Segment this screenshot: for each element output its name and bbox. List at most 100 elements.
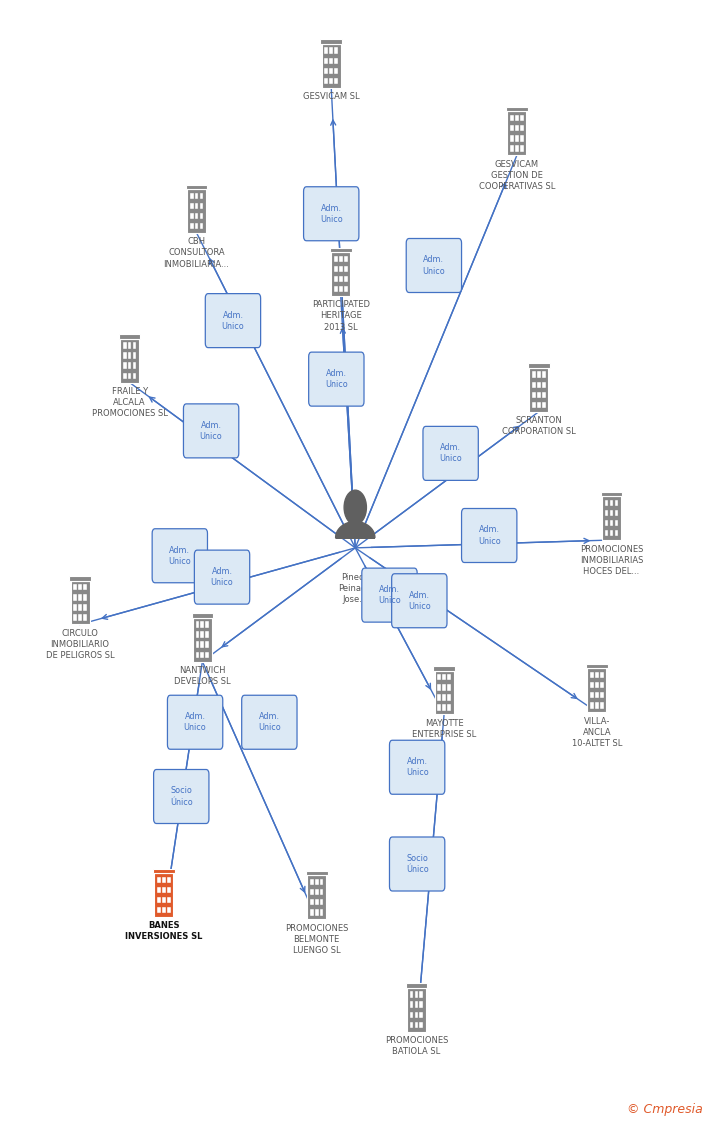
FancyBboxPatch shape — [389, 837, 445, 891]
Bar — [609, 530, 614, 537]
Bar — [127, 362, 132, 369]
Text: CBH
CONSULTORA
INMOBILIARIA...: CBH CONSULTORA INMOBILIARIA... — [164, 237, 229, 269]
Bar — [515, 115, 519, 121]
Bar — [438, 704, 441, 711]
Bar — [167, 907, 170, 914]
Bar — [83, 614, 87, 621]
Bar — [320, 909, 323, 916]
Text: VILLA-
ANCLA
10-ALTET SL: VILLA- ANCLA 10-ALTET SL — [571, 717, 622, 748]
Text: GESVICAM SL: GESVICAM SL — [303, 92, 360, 101]
Bar — [334, 57, 338, 64]
Bar — [601, 492, 622, 496]
Bar — [83, 604, 87, 611]
Bar — [605, 500, 609, 506]
Bar — [334, 266, 338, 272]
Bar — [438, 684, 441, 691]
Bar — [325, 78, 328, 84]
Bar — [600, 692, 604, 699]
Bar — [334, 276, 338, 282]
Bar — [167, 876, 170, 883]
Bar — [199, 213, 203, 219]
Bar — [442, 674, 446, 681]
Bar — [123, 352, 127, 359]
Bar — [307, 875, 326, 919]
Bar — [205, 641, 209, 648]
Bar — [334, 255, 338, 262]
Text: Adm.
Unico: Adm. Unico — [325, 369, 348, 389]
Bar — [419, 1001, 423, 1008]
Bar — [419, 991, 423, 998]
Circle shape — [344, 490, 366, 524]
Bar — [614, 530, 618, 537]
Text: MAYOTTE
ENTERPRISE SL: MAYOTTE ENTERPRISE SL — [412, 719, 476, 739]
Bar — [339, 266, 343, 272]
FancyBboxPatch shape — [392, 574, 447, 628]
Bar — [542, 402, 545, 408]
Bar — [205, 631, 209, 638]
Bar — [614, 510, 618, 516]
Bar — [510, 145, 514, 152]
Bar — [78, 584, 82, 591]
Bar — [132, 352, 136, 359]
Bar — [410, 1001, 414, 1008]
Bar — [157, 886, 161, 893]
Bar — [190, 202, 194, 209]
Bar — [595, 672, 599, 678]
Text: Adm.
Unico: Adm. Unico — [221, 310, 245, 331]
Bar — [442, 684, 446, 691]
Bar — [329, 78, 333, 84]
Bar — [83, 594, 87, 601]
Bar — [162, 897, 166, 903]
Bar — [433, 666, 455, 670]
Bar — [186, 184, 207, 189]
Bar — [200, 651, 205, 658]
Bar — [310, 889, 314, 896]
Bar — [162, 876, 166, 883]
Bar — [320, 879, 323, 885]
Text: PARTICIPATED
HERITAGE
2013 SL: PARTICIPATED HERITAGE 2013 SL — [312, 300, 370, 332]
Text: SCRANTON
CORPORATION SL: SCRANTON CORPORATION SL — [502, 416, 576, 436]
Bar — [325, 68, 328, 74]
Bar — [529, 368, 548, 412]
Bar — [74, 614, 77, 621]
Bar — [334, 78, 338, 84]
Bar — [200, 621, 205, 628]
FancyBboxPatch shape — [389, 740, 445, 794]
Bar — [194, 223, 199, 229]
Bar — [306, 871, 328, 875]
Bar — [196, 651, 199, 658]
Bar — [587, 668, 606, 712]
Bar — [329, 57, 333, 64]
Bar — [329, 68, 333, 74]
Bar — [314, 899, 319, 906]
Bar — [414, 1022, 419, 1028]
Text: Adm.
Unico: Adm. Unico — [378, 585, 401, 605]
Bar — [447, 674, 451, 681]
Bar — [542, 381, 545, 388]
Bar — [532, 402, 536, 408]
Bar — [334, 286, 338, 292]
Bar — [200, 631, 205, 638]
Bar — [595, 702, 599, 709]
Bar — [194, 202, 199, 209]
Bar — [199, 202, 203, 209]
Bar — [510, 115, 514, 121]
Bar — [590, 672, 594, 678]
Bar — [414, 1011, 419, 1018]
Bar — [339, 276, 343, 282]
Bar — [600, 682, 604, 688]
Bar — [419, 1011, 423, 1018]
Bar — [127, 372, 132, 379]
Bar — [325, 57, 328, 64]
Bar — [162, 907, 166, 914]
Bar — [537, 371, 541, 378]
Bar — [193, 618, 212, 661]
Bar — [600, 702, 604, 709]
Text: Adm.
Unico: Adm. Unico — [210, 567, 234, 587]
Bar — [162, 886, 166, 893]
Text: FRAILE Y
ALCALA
PROMOCIONES SL: FRAILE Y ALCALA PROMOCIONES SL — [92, 387, 167, 418]
Bar — [602, 496, 621, 540]
Bar — [447, 684, 451, 691]
Bar — [537, 402, 541, 408]
Text: Adm.
Unico: Adm. Unico — [422, 255, 446, 276]
